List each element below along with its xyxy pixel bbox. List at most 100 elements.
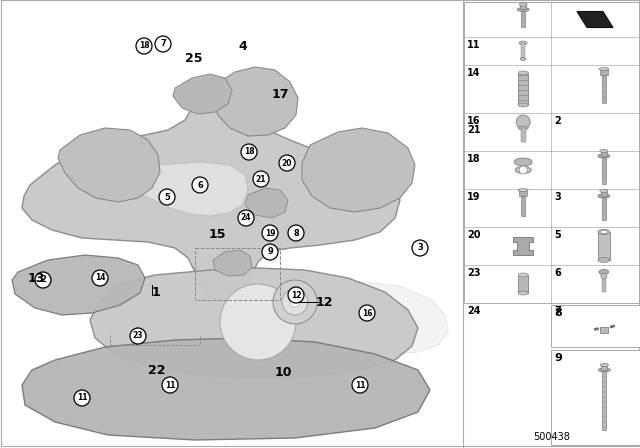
Text: 11: 11: [164, 380, 175, 389]
Circle shape: [136, 38, 152, 54]
Circle shape: [262, 225, 278, 241]
Ellipse shape: [599, 270, 609, 275]
Text: 5: 5: [554, 230, 561, 240]
Text: 23: 23: [467, 268, 481, 278]
Bar: [518, 275, 528, 293]
Ellipse shape: [598, 368, 611, 372]
Ellipse shape: [518, 291, 528, 295]
Circle shape: [352, 377, 368, 393]
Bar: [602, 276, 606, 292]
Bar: [521, 128, 525, 142]
Bar: [464, 2, 639, 303]
Circle shape: [35, 272, 51, 288]
Ellipse shape: [598, 258, 610, 263]
Polygon shape: [173, 74, 232, 114]
Ellipse shape: [598, 194, 610, 198]
Ellipse shape: [518, 71, 528, 75]
Bar: [521, 196, 525, 216]
Circle shape: [241, 144, 257, 160]
Text: 11: 11: [355, 380, 365, 389]
Polygon shape: [12, 255, 145, 315]
Circle shape: [130, 328, 146, 344]
Text: 25: 25: [185, 52, 202, 65]
Text: 20: 20: [282, 159, 292, 168]
FancyArrowPatch shape: [611, 326, 614, 327]
Text: 15: 15: [209, 228, 227, 241]
Text: 24: 24: [467, 306, 481, 316]
Text: 21: 21: [256, 175, 266, 184]
Bar: [602, 365, 607, 370]
Circle shape: [253, 171, 269, 187]
Bar: [601, 191, 607, 196]
Circle shape: [220, 284, 296, 360]
Text: 19: 19: [467, 192, 481, 202]
Bar: [521, 9, 525, 27]
Text: 8: 8: [293, 228, 299, 237]
Text: 9: 9: [554, 353, 562, 363]
Circle shape: [290, 297, 300, 307]
Circle shape: [601, 273, 607, 279]
Ellipse shape: [517, 8, 529, 12]
Circle shape: [359, 305, 375, 321]
Text: 4: 4: [238, 39, 247, 52]
Text: 1: 1: [152, 285, 161, 298]
Bar: [602, 196, 606, 220]
Ellipse shape: [518, 126, 528, 130]
Polygon shape: [302, 128, 415, 212]
Ellipse shape: [519, 41, 527, 45]
Text: 500438: 500438: [533, 432, 570, 442]
Polygon shape: [312, 282, 448, 355]
Polygon shape: [513, 237, 533, 255]
Polygon shape: [90, 268, 418, 378]
Text: 2: 2: [40, 276, 46, 284]
Ellipse shape: [519, 3, 527, 6]
Polygon shape: [245, 188, 288, 218]
Bar: [195, 248, 280, 300]
Text: 14: 14: [95, 273, 105, 283]
Text: 6: 6: [197, 181, 203, 190]
Bar: [602, 370, 607, 430]
Bar: [518, 73, 528, 105]
Bar: [551, 350, 640, 445]
Text: 8: 8: [554, 308, 562, 318]
Circle shape: [288, 225, 304, 241]
Text: 10: 10: [275, 366, 292, 379]
Text: 18: 18: [244, 147, 254, 156]
Bar: [600, 69, 608, 75]
Text: 22: 22: [148, 363, 166, 376]
Circle shape: [238, 210, 254, 226]
Circle shape: [516, 115, 530, 129]
Circle shape: [282, 289, 308, 315]
Text: 17: 17: [272, 89, 289, 102]
Ellipse shape: [598, 154, 610, 158]
Circle shape: [519, 166, 527, 174]
Polygon shape: [22, 338, 430, 440]
Bar: [519, 190, 527, 196]
Text: 24: 24: [241, 214, 252, 223]
Circle shape: [262, 244, 278, 260]
Circle shape: [155, 36, 171, 52]
Text: 20: 20: [467, 230, 481, 240]
Ellipse shape: [598, 229, 610, 234]
Text: 3: 3: [554, 192, 561, 202]
Circle shape: [162, 377, 178, 393]
Text: 6: 6: [554, 268, 561, 278]
Circle shape: [192, 177, 208, 193]
Bar: [602, 75, 606, 103]
Polygon shape: [22, 85, 400, 300]
Polygon shape: [212, 67, 298, 136]
Bar: [602, 156, 606, 184]
Bar: [521, 43, 525, 59]
Text: 7: 7: [160, 39, 166, 48]
Bar: [551, 305, 640, 347]
Ellipse shape: [520, 57, 526, 60]
Text: 18: 18: [467, 154, 481, 164]
Ellipse shape: [518, 189, 528, 191]
Circle shape: [74, 390, 90, 406]
Text: 11: 11: [77, 393, 87, 402]
Ellipse shape: [518, 273, 528, 277]
Polygon shape: [577, 12, 613, 27]
Text: 12: 12: [291, 290, 301, 300]
Text: 23: 23: [132, 332, 143, 340]
Bar: [600, 327, 609, 333]
